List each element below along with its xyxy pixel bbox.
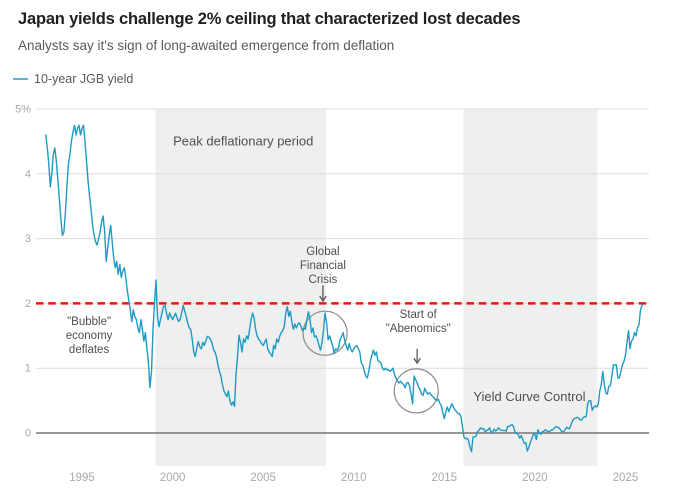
annotation-text: "Abenomics"	[386, 323, 451, 335]
x-tick-label: 2020	[522, 472, 548, 484]
line-series-swatch-icon	[13, 78, 28, 80]
legend-label: 10-year JGB yield	[34, 72, 134, 86]
band-label: Peak deflationary period	[173, 133, 313, 148]
annotation-text: deflates	[69, 344, 110, 356]
annotation-text: "Bubble"	[67, 316, 111, 328]
chart-subtitle: Analysts say it's sign of long-awaited e…	[18, 38, 395, 53]
band-region	[463, 109, 598, 466]
annotation-arrow-head	[319, 295, 327, 303]
annotation-text: economy	[66, 330, 113, 342]
y-tick-label: 0	[25, 428, 31, 440]
annotation-circle	[302, 310, 348, 356]
x-tick-label: 2010	[341, 472, 367, 484]
legend: 10-year JGB yield	[13, 72, 133, 86]
annotation-text: Financial	[300, 260, 346, 272]
annotation-text: Start of	[400, 309, 438, 321]
band-region	[155, 109, 327, 466]
y-tick-label: 1	[25, 363, 31, 375]
x-tick-label: 2005	[250, 472, 276, 484]
annotation-arrow-head	[413, 357, 421, 365]
annotation-text: Crisis	[309, 274, 338, 286]
y-tick-label: 5%	[15, 104, 31, 116]
x-tick-label: 2000	[160, 472, 186, 484]
annotation-text: Global	[306, 246, 339, 258]
x-tick-label: 1995	[69, 472, 95, 484]
chart-title: Japan yields challenge 2% ceiling that c…	[18, 10, 521, 28]
y-tick-label: 4	[25, 168, 31, 180]
series-line-10y-jgb-yield	[45, 124, 643, 453]
band-label: Yield Curve Control	[473, 389, 585, 404]
y-tick-label: 2	[25, 298, 31, 310]
y-tick-label: 3	[25, 233, 31, 245]
x-tick-label: 2025	[613, 472, 639, 484]
annotation-circle	[393, 368, 439, 414]
x-tick-label: 2015	[432, 472, 458, 484]
